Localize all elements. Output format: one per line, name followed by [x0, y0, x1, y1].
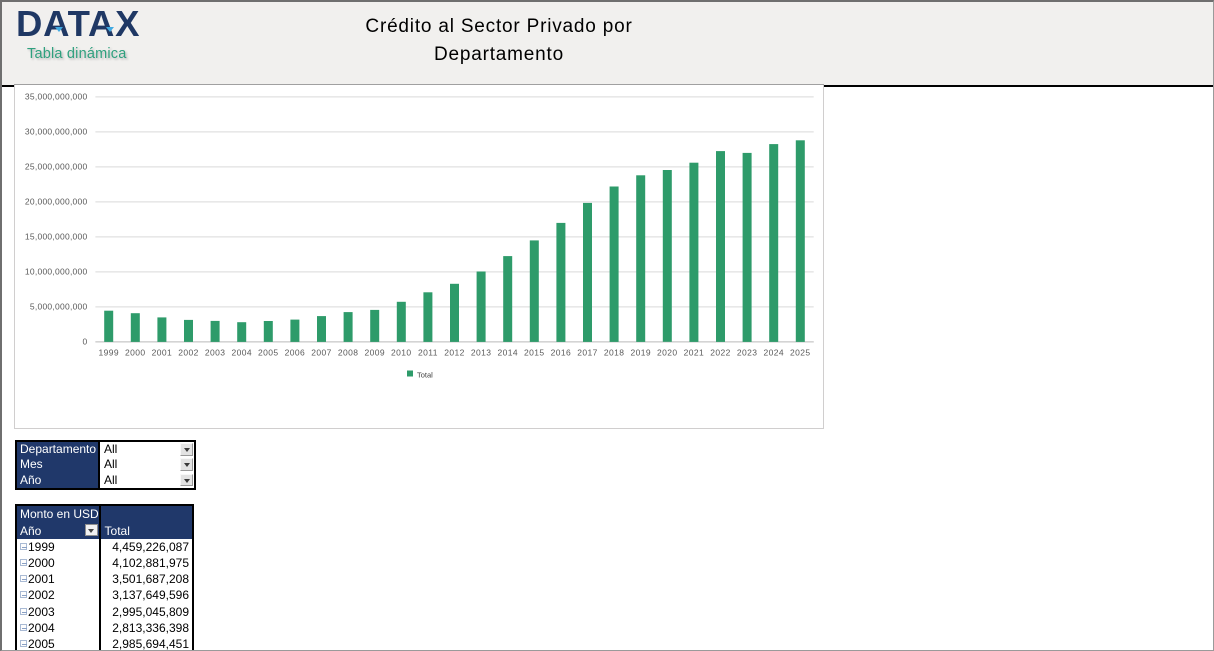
svg-text:2016: 2016 — [551, 348, 572, 358]
svg-text:2006: 2006 — [285, 348, 306, 358]
svg-text:2011: 2011 — [418, 348, 438, 358]
svg-text:2020: 2020 — [657, 348, 678, 358]
svg-text:2005: 2005 — [258, 348, 279, 358]
svg-text:2021: 2021 — [684, 348, 705, 358]
svg-text:35,000,000,000: 35,000,000,000 — [25, 92, 88, 102]
svg-text:2019: 2019 — [630, 348, 651, 358]
svg-text:20,000,000,000: 20,000,000,000 — [25, 197, 88, 207]
svg-text:2009: 2009 — [364, 348, 385, 358]
svg-text:1999: 1999 — [98, 348, 119, 358]
svg-text:2003: 2003 — [205, 348, 226, 358]
svg-text:Total: Total — [417, 370, 433, 379]
svg-text:2008: 2008 — [338, 348, 359, 358]
svg-text:2014: 2014 — [497, 348, 518, 358]
svg-text:2012: 2012 — [444, 348, 465, 358]
svg-text:2015: 2015 — [524, 348, 545, 358]
svg-text:0: 0 — [83, 337, 88, 347]
svg-text:2010: 2010 — [391, 348, 412, 358]
svg-text:2002: 2002 — [178, 348, 199, 358]
svg-text:25,000,000,000: 25,000,000,000 — [25, 162, 88, 172]
svg-text:15,000,000,000: 15,000,000,000 — [25, 232, 88, 242]
svg-text:2023: 2023 — [737, 348, 758, 358]
svg-text:2018: 2018 — [604, 348, 625, 358]
svg-text:5,000,000,000: 5,000,000,000 — [30, 302, 88, 312]
svg-text:2024: 2024 — [763, 348, 784, 358]
svg-text:10,000,000,000: 10,000,000,000 — [25, 267, 88, 277]
svg-text:2022: 2022 — [710, 348, 731, 358]
svg-text:2017: 2017 — [577, 348, 598, 358]
svg-text:2004: 2004 — [231, 348, 252, 358]
svg-text:2007: 2007 — [311, 348, 332, 358]
svg-text:2025: 2025 — [790, 348, 811, 358]
svg-text:2001: 2001 — [152, 348, 173, 358]
svg-text:2013: 2013 — [471, 348, 492, 358]
svg-text:30,000,000,000: 30,000,000,000 — [25, 127, 88, 137]
svg-text:2000: 2000 — [125, 348, 146, 358]
